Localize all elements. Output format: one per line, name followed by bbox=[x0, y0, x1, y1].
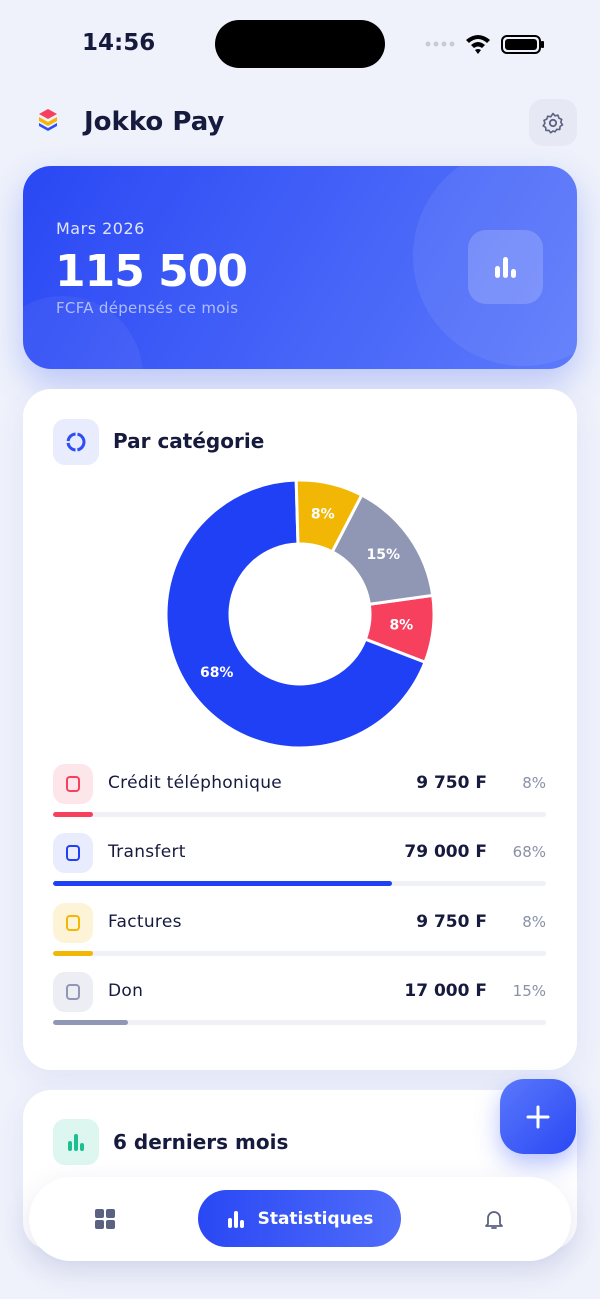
row-name: Crédit téléphonique bbox=[108, 773, 283, 793]
nav-stats-label: Statistiques bbox=[257, 1208, 374, 1229]
progress-fill bbox=[53, 950, 93, 956]
status-time: 14:56 bbox=[82, 30, 156, 56]
category-glyph bbox=[66, 845, 80, 862]
donut-icon bbox=[66, 432, 86, 452]
slice-label: 68% bbox=[200, 665, 234, 681]
summary-card: Mars 2026 115 500 FCFA dépensés ce mois bbox=[23, 166, 577, 369]
slice-label: 8% bbox=[311, 507, 335, 523]
donut-slice bbox=[164, 478, 427, 750]
slice-label: 15% bbox=[367, 547, 401, 563]
nav-notifications[interactable] bbox=[471, 1196, 517, 1242]
row-icon bbox=[53, 764, 93, 804]
category-glyph bbox=[66, 983, 80, 1000]
history-title: 6 derniers mois bbox=[113, 1130, 289, 1154]
category-glyph bbox=[66, 776, 80, 792]
row-amount: 17 000 F bbox=[404, 980, 487, 1001]
progress-track bbox=[53, 1019, 546, 1025]
progress-fill bbox=[53, 1019, 128, 1025]
slice-label: 8% bbox=[389, 618, 413, 634]
summary-period: Mars 2026 bbox=[56, 219, 145, 238]
settings-button[interactable] bbox=[529, 99, 577, 146]
row-name: Don bbox=[108, 980, 144, 1001]
row-amount: 9 750 F bbox=[416, 911, 487, 932]
bars-icon bbox=[494, 257, 516, 278]
row-percent: 68% bbox=[512, 843, 546, 862]
row-amount: 9 750 F bbox=[416, 773, 487, 793]
donut-chart: 8% 68% 8% 15% bbox=[164, 478, 436, 750]
app-name: Jokko Pay bbox=[84, 107, 225, 137]
category-title: Par catégorie bbox=[113, 429, 265, 453]
progress-track bbox=[53, 812, 546, 817]
row-icon bbox=[53, 902, 93, 943]
dynamic-island bbox=[215, 20, 385, 68]
row-name: Factures bbox=[108, 911, 182, 932]
row-icon bbox=[53, 833, 93, 874]
progress-fill bbox=[53, 812, 93, 817]
bell-icon bbox=[485, 1211, 503, 1229]
row-percent: 8% bbox=[522, 912, 546, 931]
row-amount: 79 000 F bbox=[404, 842, 487, 863]
bars-icon bbox=[227, 1210, 244, 1228]
row-name: Transfert bbox=[108, 842, 186, 863]
gear-icon bbox=[542, 112, 564, 134]
grid-icon bbox=[95, 1209, 115, 1229]
history-icon bbox=[53, 1119, 99, 1165]
plus-icon bbox=[526, 1105, 550, 1128]
row-icon bbox=[53, 971, 93, 1012]
row-percent: 8% bbox=[522, 774, 546, 792]
progress-track bbox=[53, 881, 546, 887]
progress-track bbox=[53, 950, 546, 956]
nav-home[interactable] bbox=[82, 1196, 128, 1242]
category-glyph bbox=[66, 914, 80, 931]
category-icon bbox=[53, 419, 99, 465]
nav-stats[interactable]: Statistiques bbox=[198, 1190, 401, 1247]
summary-caption: FCFA dépensés ce mois bbox=[56, 299, 239, 317]
summary-amount: 115 500 bbox=[55, 246, 248, 297]
bars-icon bbox=[68, 1134, 84, 1151]
donut-slice bbox=[330, 493, 435, 606]
add-button[interactable] bbox=[500, 1079, 576, 1154]
status-icons bbox=[425, 35, 544, 54]
row-percent: 15% bbox=[512, 981, 546, 1000]
app-logo bbox=[39, 109, 57, 131]
summary-icon bbox=[468, 230, 543, 304]
progress-fill bbox=[53, 881, 392, 887]
